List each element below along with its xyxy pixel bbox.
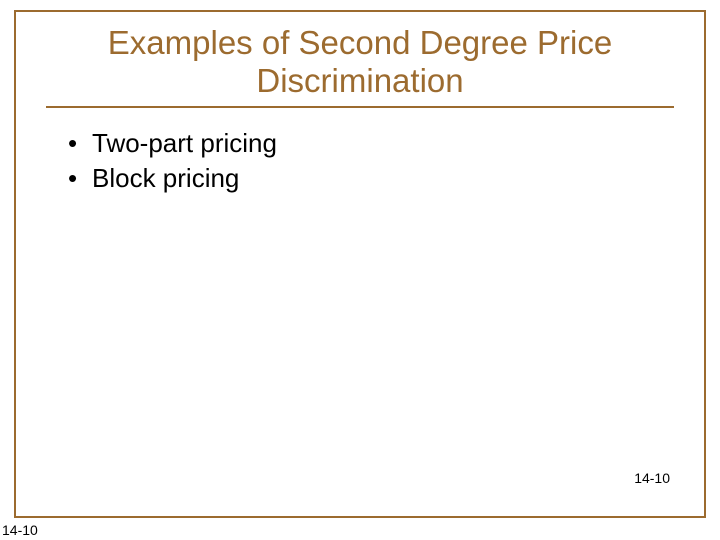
slide-content: Two-part pricing Block pricing: [16, 108, 704, 196]
bullet-item: Two-part pricing: [68, 126, 664, 161]
slide-title: Examples of Second Degree Price Discrimi…: [16, 12, 704, 104]
page-number-inner: 14-10: [634, 470, 670, 486]
page-number-outer: 14-10: [2, 522, 38, 538]
bullet-item: Block pricing: [68, 161, 664, 196]
slide-border: Examples of Second Degree Price Discrimi…: [14, 10, 706, 518]
